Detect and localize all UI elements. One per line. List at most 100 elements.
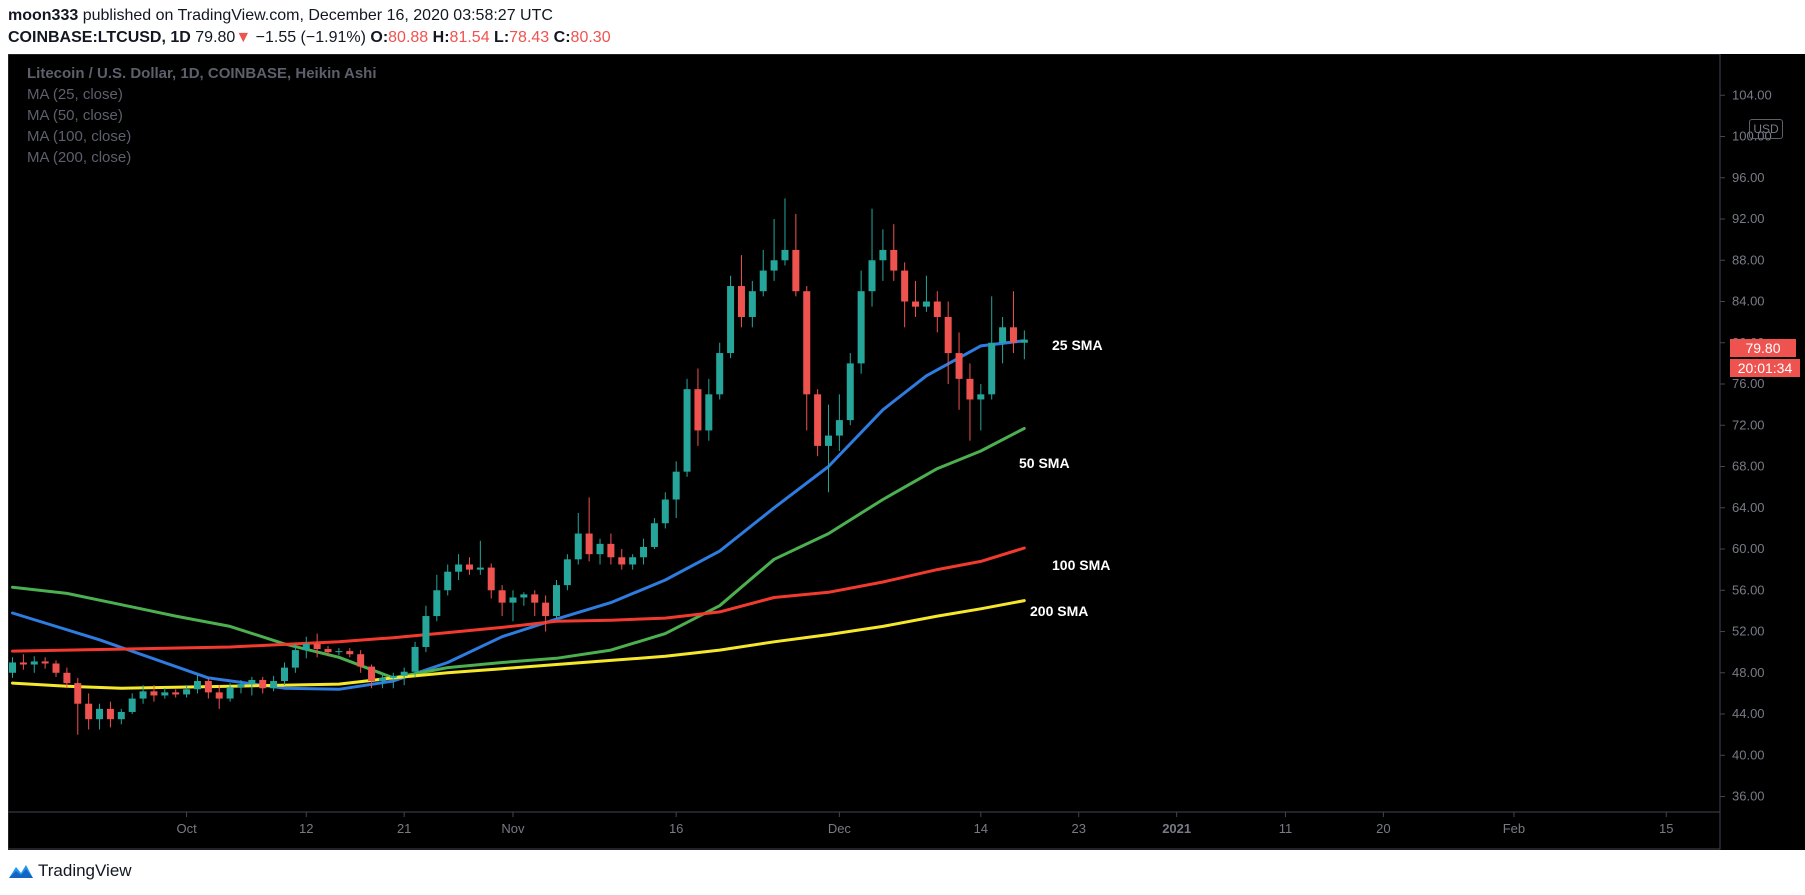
candle-body: [128, 698, 136, 712]
candle-body: [237, 684, 245, 688]
candle-body: [770, 260, 778, 271]
close-value: 80.30: [570, 29, 611, 46]
candle-body: [748, 291, 756, 317]
price-tick-label: 48.00: [1732, 665, 1765, 680]
indicator-ma200[interactable]: MA (200, close): [27, 149, 132, 166]
candle-body: [465, 564, 473, 570]
candle-body: [955, 353, 963, 379]
time-tick-label: 16: [669, 821, 683, 836]
candle-body: [433, 590, 441, 617]
sma50-label: 50 SMA: [1019, 455, 1070, 471]
candles: [9, 198, 1028, 735]
candle-body: [803, 291, 811, 395]
time-tick-label: 20: [1376, 821, 1390, 836]
time-tick-label: Oct: [176, 821, 197, 836]
price-tick-label: 52.00: [1732, 624, 1765, 639]
indicator-ma25[interactable]: MA (25, close): [27, 86, 123, 103]
candle-body: [585, 533, 593, 555]
candle-body: [846, 363, 854, 421]
price-tick-label: 56.00: [1732, 582, 1765, 597]
candle-body: [618, 557, 626, 565]
candle-body: [966, 378, 974, 400]
open-value: 80.88: [388, 29, 429, 46]
candle-body: [117, 711, 125, 720]
candle-body: [825, 435, 832, 446]
price-tick-label: 88.00: [1732, 252, 1765, 267]
published-text: published on TradingView.com, December 1…: [82, 7, 553, 24]
brand-name[interactable]: TradingView: [38, 861, 132, 880]
candle-body: [487, 567, 495, 591]
candle-body: [476, 567, 484, 570]
candle-body: [259, 679, 267, 689]
candle-body: [553, 585, 560, 617]
candle-body: [977, 394, 985, 400]
candle-body: [313, 643, 321, 650]
price-tick-label: 84.00: [1732, 294, 1765, 309]
candle-body: [455, 564, 463, 572]
candle-body: [781, 249, 789, 261]
indicator-ma100[interactable]: MA (100, close): [27, 128, 132, 145]
candle-body: [204, 681, 212, 693]
price-tick-label: 96.00: [1732, 170, 1765, 185]
candle-body: [400, 671, 408, 676]
candle-body: [444, 571, 452, 591]
candle-body: [901, 270, 909, 302]
time-tick-label: 15: [1659, 821, 1673, 836]
indicator-ma50[interactable]: MA (50, close): [27, 107, 123, 124]
price-chart[interactable]: 104.00100.0096.0092.0088.0084.0080.0076.…: [8, 54, 1805, 850]
low-label: L:: [494, 29, 510, 46]
candle-body: [563, 559, 571, 586]
candle-body: [607, 543, 615, 558]
candle-body: [389, 675, 397, 678]
candle-body: [291, 650, 299, 668]
candle-body: [30, 661, 38, 665]
tradingview-logo-icon: [9, 865, 33, 878]
candle-body: [52, 663, 60, 673]
sma200-label: 200 SMA: [1030, 603, 1089, 619]
candle-body: [41, 661, 49, 664]
candle-body: [1009, 327, 1017, 343]
time-axis[interactable]: Oct 12 21 Nov 16 Dec 14 23 2021 11 20 Feb 15: [176, 812, 1673, 836]
candle-body: [96, 708, 104, 720]
candle-body: [63, 672, 71, 684]
candle-body: [270, 681, 278, 689]
price-tick-label: 44.00: [1732, 706, 1765, 721]
candle-body: [183, 689, 191, 695]
price-tick-label: 76.00: [1732, 376, 1765, 391]
candle-body: [161, 692, 169, 696]
price-tick-label: 36.00: [1732, 789, 1765, 804]
time-tick-label: 14: [974, 821, 988, 836]
sma25-label: 25 SMA: [1052, 337, 1103, 353]
symbol-line: COINBASE:LTCUSD, 1D 79.80▼ −1.55 (−1.91%…: [8, 29, 611, 47]
time-tick-label: 2021: [1162, 821, 1191, 836]
price-tick-label: 60.00: [1732, 541, 1765, 556]
candle-body: [868, 260, 876, 292]
countdown-badge: 20:01:34: [1730, 359, 1800, 377]
open-label: O:: [370, 29, 389, 46]
candle-body: [912, 301, 920, 307]
candle-body: [716, 353, 724, 395]
candle-body: [368, 666, 376, 682]
sma100-label: 100 SMA: [1052, 557, 1111, 573]
candle-body: [106, 708, 114, 720]
candle-body: [879, 249, 887, 261]
candle-body: [226, 687, 234, 699]
time-tick-label: 12: [299, 821, 313, 836]
time-tick-label: 11: [1279, 821, 1293, 836]
candle-body: [335, 651, 343, 653]
currency-badge[interactable]: USD: [1749, 119, 1783, 139]
candle-body: [727, 286, 735, 354]
author-name[interactable]: moon333: [8, 7, 79, 24]
chart-area[interactable]: 104.00100.0096.0092.0088.0084.0080.0076.…: [8, 54, 1805, 850]
price-axis[interactable]: 104.00100.0096.0092.0088.0084.0080.0076.…: [1720, 87, 1772, 804]
candle-body: [814, 394, 822, 446]
candle-body: [694, 389, 702, 431]
footer[interactable]: TradingView: [8, 858, 132, 884]
price-tick-label: 104.00: [1732, 87, 1772, 102]
sma200-line: [11, 599, 1026, 690]
candle-body: [922, 301, 930, 307]
candle-body: [640, 546, 648, 558]
high-value: 81.54: [449, 29, 490, 46]
candle-body: [411, 646, 419, 672]
candle-body: [1020, 339, 1028, 343]
